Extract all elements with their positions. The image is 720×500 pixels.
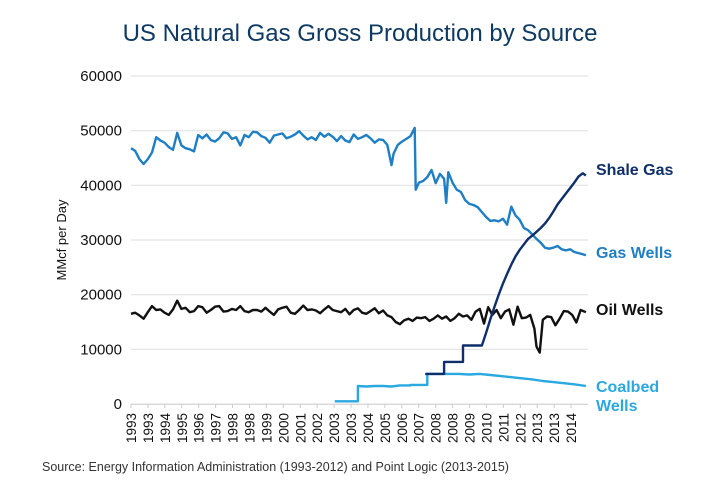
x-tick-label: 2008 (446, 413, 461, 443)
series-line-oil-wells (130, 299, 587, 354)
y-tick-label: 30000 (80, 232, 122, 249)
x-tick-label: 2012 (513, 413, 528, 443)
x-tick-label: 1996 (192, 413, 207, 443)
chart-title: US Natural Gas Gross Production by Sourc… (122, 20, 598, 47)
x-tick-label: 2013 (547, 413, 562, 443)
gridlines (131, 75, 588, 405)
y-axis: 0 10000 20000 30000 40000 50000 60000 (80, 68, 122, 413)
x-tick-label: 1994 (158, 413, 173, 444)
x-tick-label: 2008 (429, 413, 444, 443)
y-tick-label: 50000 (80, 123, 122, 140)
source-note: Source: Energy Information Administratio… (42, 460, 509, 474)
x-axis: 1993 1993 1994 1995 1996 1997 1998 1998 1999 2000… (124, 404, 588, 443)
x-tick-label: 2009 (463, 413, 478, 443)
series-label-shale-gas: Shale Gas (596, 162, 673, 179)
x-tick-label: 2003 (327, 413, 342, 443)
x-tick-label: 2007 (412, 413, 427, 443)
x-tick-label: 2010 (479, 413, 494, 443)
x-tick-label: 2002 (310, 413, 325, 443)
x-tick-label: 2000 (276, 413, 291, 443)
series-line-gas-wells (130, 126, 587, 257)
series-line-coalbed-wells (334, 372, 587, 403)
y-tick-label: 0 (114, 396, 122, 413)
x-tick-label: 2014 (564, 413, 579, 444)
x-tick-label: 1993 (124, 413, 139, 443)
series-label-coalbed-wells: Coalbed Wells (596, 379, 659, 415)
series-label-oil-wells: Oil Wells (596, 302, 663, 319)
y-tick-label: 40000 (80, 177, 122, 194)
x-tick-label: 2006 (395, 413, 410, 443)
x-tick-label: 1998 (226, 413, 241, 443)
x-tick-label: 1997 (209, 413, 224, 443)
series-lines (130, 126, 587, 403)
x-tick-label: 1993 (141, 413, 156, 443)
x-tick-label: 1995 (175, 413, 190, 443)
x-tick-label: 2003 (344, 413, 359, 443)
y-tick-label: 20000 (80, 287, 122, 304)
series-labels: Shale Gas Gas Wells Oil Wells Coalbed Wells (596, 162, 673, 415)
series-label-gas-wells: Gas Wells (596, 245, 672, 262)
x-tick-label: 2004 (361, 413, 376, 444)
series-line-shale-gas (425, 172, 587, 376)
x-tick-label: 2011 (496, 413, 511, 442)
y-tick-label: 10000 (80, 341, 122, 358)
y-tick-label: 60000 (80, 68, 122, 85)
x-tick-label: 2013 (530, 413, 545, 443)
x-tick-label: 2001 (293, 413, 308, 443)
x-tick-label: 1998 (242, 413, 257, 443)
x-tick-label: 2005 (378, 413, 393, 443)
x-tick-label: 1999 (259, 413, 274, 443)
y-axis-title: MMcf per Day (54, 199, 69, 280)
